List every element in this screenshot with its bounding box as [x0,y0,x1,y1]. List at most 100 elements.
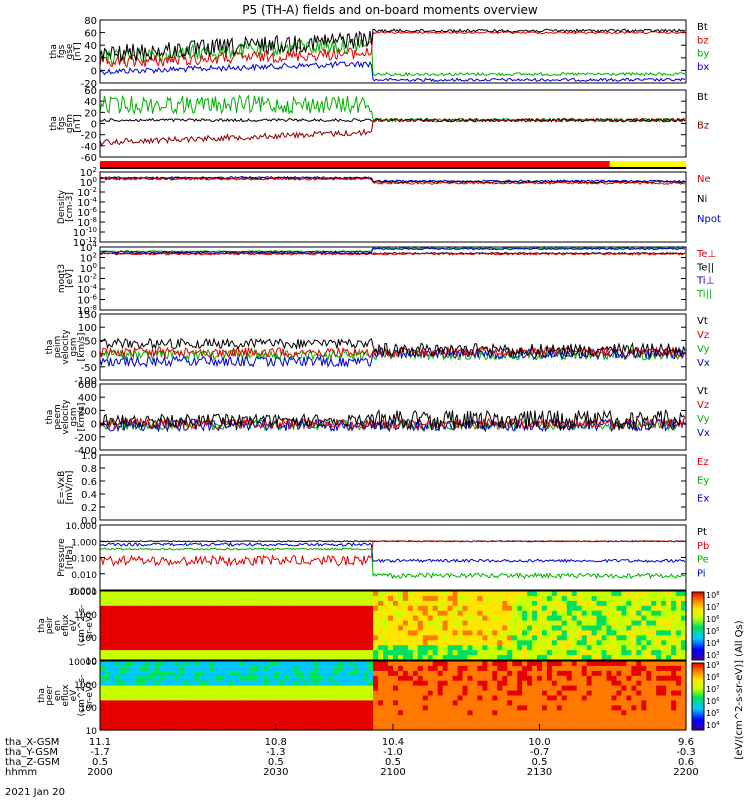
spectrogram-cell [452,725,459,731]
spectrogram-cell [437,595,444,602]
spectrogram-cell [333,595,339,602]
spectrogram-cell [313,640,320,646]
spectrogram-cell [447,620,454,627]
trace-bt [99,117,686,123]
spectrogram-cell [239,665,245,672]
spectrogram-cell [651,715,657,721]
spectrogram-cell [472,685,479,692]
spectrogram-cell [467,661,474,667]
spectrogram-cell [676,605,682,612]
spectrogram-cell [542,661,548,667]
spectrogram-cell [204,620,210,627]
spectrogram-cell [457,625,464,631]
spectrogram-cell [378,665,384,672]
spectrogram-cell [606,625,613,631]
spectrogram-cell [214,600,220,607]
spectrogram-cell [502,635,508,641]
spectrogram-cell [363,610,369,617]
spectrogram-cell [273,625,280,631]
spectrogram-cell [532,635,538,641]
spectrogram-cell [606,670,613,677]
spectrogram-cell [576,650,583,656]
spectrogram-cell [422,625,429,631]
spectrogram-cell [383,630,389,636]
spectrogram-cell [288,635,295,641]
spectrogram-cell [666,591,672,597]
spectrogram-cell [487,625,493,631]
spectrogram-cell [278,620,285,627]
spectrogram-cell [616,705,623,711]
spectrogram-cell [442,620,449,627]
spectrogram-cell [472,661,479,667]
spectrogram-cell [626,625,632,631]
spectrogram-cell [422,655,429,661]
spectrogram-cell [591,710,598,716]
spectrogram-cell [263,670,270,677]
spectrogram-cell [258,665,265,672]
spectrogram-cell [611,600,618,607]
spectrogram-cell [209,620,215,627]
spectrogram-cell [373,675,379,682]
spectrogram-cell [293,700,300,706]
spectrogram-cell [661,690,667,697]
spectrogram-cell [105,595,111,602]
spectrogram-cell [308,605,315,612]
spectrogram-cell [393,605,399,612]
spectrogram-cell [239,695,245,701]
spectrogram-cell [114,690,121,697]
spectrogram-cell [288,690,295,697]
spectrogram-cell [427,665,434,672]
spectrogram-cell [119,705,126,711]
spectrogram-cell [656,700,662,706]
spectrogram-cell [472,600,479,607]
spectrogram-cell [139,645,146,651]
spectrogram-cell [616,620,623,627]
spectrogram-cell [467,640,474,646]
spectrogram-cell [462,670,469,677]
spectrogram-cell [229,661,235,667]
spectrogram-cell [288,655,295,661]
spectrogram-cell [169,685,176,692]
spectrogram-cell [219,625,225,631]
spectrogram-cell [204,710,210,716]
tick-label: 60 [84,86,97,97]
spectrogram-cell [596,655,603,661]
spectrogram-cell [537,675,543,682]
spectrogram-cell [616,615,623,622]
spectrogram-cell [566,710,573,716]
spectrogram-cell [492,685,498,692]
spectrogram-cell [427,705,434,711]
spectrogram-cell [487,600,493,607]
spectrogram-cell [561,615,568,622]
spectrogram-cell [631,595,637,602]
spectrogram-cell [303,710,310,716]
spectrogram-cell [169,715,176,721]
spectrogram-cell [268,675,275,682]
spectrogram-cell [229,595,235,602]
spectrogram-cell [328,705,334,711]
spectrogram-cell [129,675,136,682]
spectrogram-cell [323,725,330,731]
spectrogram-cell [596,600,603,607]
spectrogram-cell [164,625,171,631]
spectrogram-cell [467,705,474,711]
spectrogram-cell [517,605,523,612]
spectrogram-cell [149,610,156,617]
spectrogram-cell [189,591,195,597]
tick-label: -20 [81,131,97,142]
spectrogram-cell [512,640,518,646]
tick-label: 0.8 [81,464,97,475]
spectrogram-cell [661,710,667,716]
tick-label: 0.2 [81,503,97,514]
spectrogram-cell [482,705,488,711]
spectrogram-cell [234,595,240,602]
spectrogram-cell [328,635,334,641]
spectrogram-cell [144,655,151,661]
spectrogram-cell [134,615,141,622]
spectrogram-cell [194,675,200,682]
spectrogram-cell [283,700,290,706]
spectrogram-cell [169,655,176,661]
spectrogram-cell [338,625,344,631]
spectrogram-cell [378,725,384,731]
